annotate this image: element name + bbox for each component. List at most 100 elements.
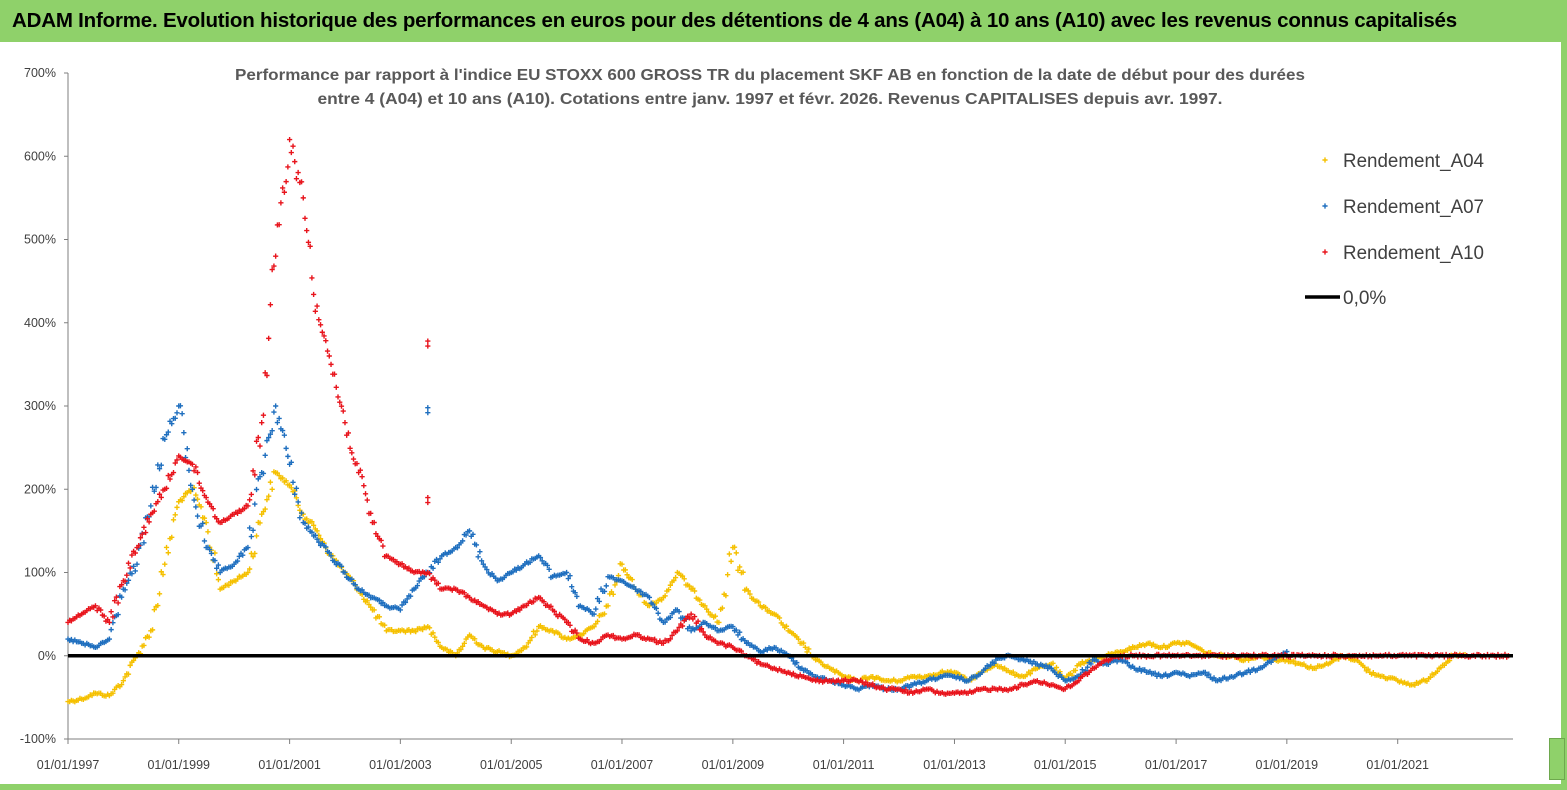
data-point-fill xyxy=(267,302,274,308)
data-point xyxy=(259,420,265,426)
data-point-fill xyxy=(288,149,294,156)
data-point xyxy=(397,607,403,613)
data-point-fill xyxy=(331,559,338,565)
data-point-fill xyxy=(285,164,291,170)
legend-marker-Rendement_A07 xyxy=(1322,203,1328,209)
data-point-fill xyxy=(435,580,441,586)
data-point-fill xyxy=(686,615,693,621)
data-point-fill xyxy=(368,604,374,610)
data-point-fill xyxy=(136,543,142,549)
data-point-fill xyxy=(131,563,137,569)
data-point-fill xyxy=(280,475,286,481)
data-point-fill xyxy=(638,588,644,594)
data-point-fill xyxy=(174,504,180,510)
data-point-fill xyxy=(700,629,706,635)
data-point-fill xyxy=(264,497,270,503)
data-point-fill xyxy=(163,432,170,438)
data-point-fill xyxy=(132,550,138,556)
data-point-fill xyxy=(139,531,145,537)
data-point xyxy=(134,561,140,567)
data-point-fill xyxy=(667,614,673,621)
data-point-fill xyxy=(460,538,466,544)
data-point-fill xyxy=(321,333,327,339)
data-point-fill xyxy=(524,644,530,650)
data-point-fill xyxy=(444,646,450,653)
data-point xyxy=(730,624,736,630)
data-point-fill xyxy=(1050,660,1056,666)
data-point-fill xyxy=(283,478,289,484)
data-point-fill xyxy=(188,482,194,488)
data-point-fill xyxy=(460,643,466,649)
data-point-fill xyxy=(364,598,370,604)
data-point-fill xyxy=(269,267,275,273)
data-point-fill xyxy=(806,646,812,652)
data-point-fill xyxy=(697,597,703,603)
data-point xyxy=(466,528,473,534)
outlier-point xyxy=(425,338,431,344)
data-point-fill xyxy=(158,569,164,575)
data-point-fill xyxy=(305,239,312,245)
data-point-fill xyxy=(1136,665,1143,672)
data-point-fill xyxy=(830,666,836,673)
data-point-fill xyxy=(271,263,277,269)
data-point-fill xyxy=(426,571,433,577)
data-point-fill xyxy=(1053,664,1060,671)
data-point-fill xyxy=(317,322,324,328)
chart-title-line: Performance par rapport à l'indice EU ST… xyxy=(235,67,1305,84)
data-point xyxy=(660,640,666,646)
data-point-fill xyxy=(537,595,544,601)
data-point-fill xyxy=(686,583,693,589)
data-point-fill xyxy=(477,549,483,555)
outlier-point xyxy=(425,494,431,501)
data-point-fill xyxy=(435,559,441,565)
data-point-fill xyxy=(527,559,533,565)
data-point-fill xyxy=(240,552,246,558)
data-point-fill xyxy=(1124,660,1131,666)
data-point-fill xyxy=(1291,658,1297,664)
data-point-fill xyxy=(181,430,187,436)
data-point-fill xyxy=(349,576,355,582)
scroll-handle[interactable] xyxy=(1549,738,1565,780)
data-point-fill xyxy=(212,558,218,564)
data-point-fill xyxy=(194,513,201,519)
data-point-fill xyxy=(255,434,261,441)
data-point-fill xyxy=(801,640,807,646)
data-point xyxy=(162,436,168,442)
data-point-fill xyxy=(676,609,682,615)
data-point-fill xyxy=(309,529,315,535)
data-point-fill xyxy=(662,593,668,599)
data-point-fill xyxy=(420,626,426,633)
data-point xyxy=(1076,678,1082,684)
data-point-fill xyxy=(731,544,738,550)
data-point-fill xyxy=(681,576,687,582)
data-point-fill xyxy=(437,556,443,562)
data-point-fill xyxy=(267,479,274,485)
data-point-fill xyxy=(186,467,192,473)
data-point-fill xyxy=(655,610,661,616)
data-point-fill xyxy=(253,438,260,444)
data-point-fill xyxy=(776,615,783,621)
data-point-fill xyxy=(156,466,163,472)
data-point-fill xyxy=(177,403,184,409)
data-point-fill xyxy=(172,512,178,518)
legend-marker-Rendement_A04 xyxy=(1322,157,1328,163)
legend-label: Rendement_A04 xyxy=(1343,151,1484,172)
series-Rendement_A07 xyxy=(65,403,1290,693)
data-point-fill xyxy=(1057,672,1063,678)
data-point xyxy=(674,628,680,634)
data-point-fill xyxy=(276,222,282,228)
data-point-fill xyxy=(257,474,263,480)
data-point xyxy=(646,594,653,601)
data-point-fill xyxy=(170,517,177,523)
data-point-fill xyxy=(156,491,163,497)
data-point-fill xyxy=(653,605,660,612)
data-point-fill xyxy=(304,227,310,234)
data-point-fill xyxy=(1206,671,1212,677)
data-point-fill xyxy=(266,335,272,341)
y-tick-label: 100% xyxy=(24,566,56,580)
data-point-fill xyxy=(349,450,355,456)
data-point-fill xyxy=(551,608,557,614)
data-point-fill xyxy=(266,493,272,499)
data-point-fill xyxy=(311,522,317,528)
